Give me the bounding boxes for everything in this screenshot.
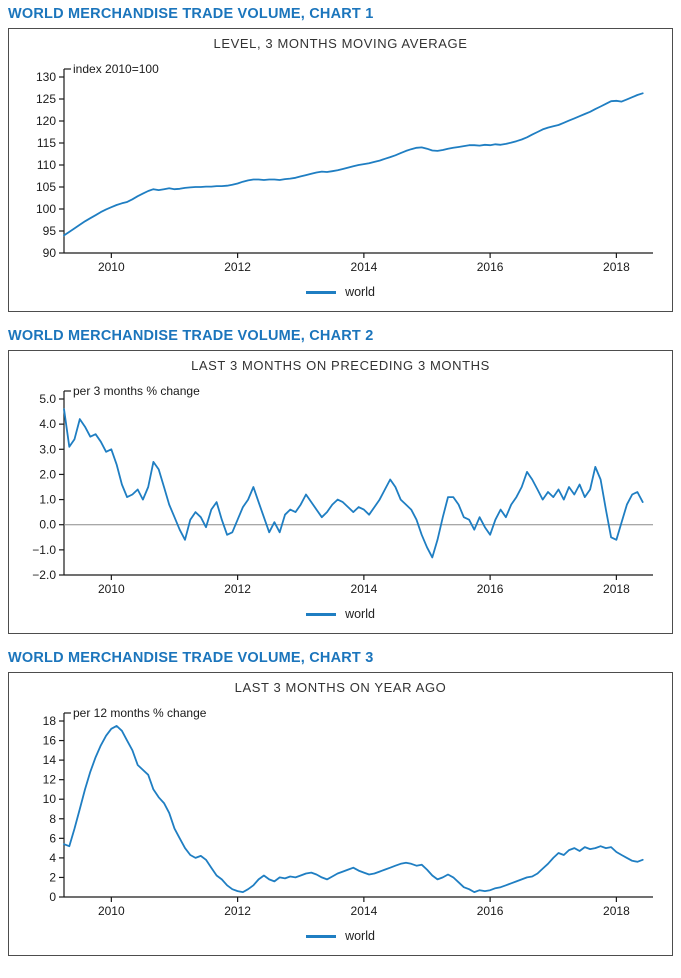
y-tick-label: 2 — [49, 870, 56, 884]
chart-2-box: LAST 3 MONTHS ON PRECEDING 3 MONTHS −2.0… — [8, 350, 673, 634]
chart-2-legend: world — [17, 601, 664, 627]
chart-3-box: LAST 3 MONTHS ON YEAR AGO 0 2 4 6 8 10 12 14 16 1… — [8, 672, 673, 956]
x-tick-label: 2014 — [351, 904, 378, 918]
y-tick-label: 4.0 — [39, 417, 56, 431]
y-tick-label: 18 — [43, 714, 57, 728]
legend-label: world — [345, 285, 375, 299]
chart-1-box: LEVEL, 3 MONTHS MOVING AVERAGE 90 95 100 10… — [8, 28, 673, 312]
y-tick-label: 2.0 — [39, 467, 56, 481]
x-tick-label: 2018 — [603, 582, 630, 596]
chart-2-title: LAST 3 MONTHS ON PRECEDING 3 MONTHS — [191, 358, 490, 373]
chart-2-heading: WORLD MERCHANDISE TRADE VOLUME, CHART 2 — [8, 328, 374, 344]
y-tick-label: 120 — [36, 114, 56, 128]
y-tick-label: 95 — [43, 224, 57, 238]
y-tick-label: 5.0 — [39, 392, 56, 406]
legend-line-swatch — [306, 612, 337, 616]
y-tick-label: 115 — [37, 136, 56, 150]
x-tick-label: 2016 — [477, 904, 504, 918]
y-tick-label: 16 — [43, 734, 57, 748]
y-tick-label: 8 — [49, 812, 56, 826]
x-tick-label: 2014 — [351, 260, 378, 274]
x-tick-label: 2018 — [603, 260, 630, 274]
chart-section-3: WORLD MERCHANDISE TRADE VOLUME, CHART 3 … — [8, 650, 673, 956]
legend-label: world — [345, 607, 375, 621]
series-line-world — [63, 724, 644, 894]
y-tick-label: −1.0 — [32, 543, 56, 557]
unit-label: per 12 months % change — [73, 706, 207, 720]
y-tick-label: 12 — [43, 773, 57, 787]
y-tick-label: −2.0 — [32, 568, 56, 582]
y-tick-label: 90 — [43, 246, 57, 260]
chart-1-title: LEVEL, 3 MONTHS MOVING AVERAGE — [213, 36, 468, 51]
chart-3-plot: 0 2 4 6 8 10 12 14 16 18 2010 2012 2014 2016 2018 per 1… — [43, 706, 653, 918]
y-tick-label: 0 — [49, 890, 56, 904]
legend-line-swatch — [306, 934, 337, 938]
x-tick-label: 2018 — [603, 904, 630, 918]
series-line-world — [63, 408, 644, 559]
x-tick-label: 2012 — [224, 582, 251, 596]
unit-label: index 2010=100 — [73, 62, 159, 76]
series-line-world — [63, 92, 644, 237]
y-tick-label: 6 — [49, 831, 56, 845]
x-tick-label: 2014 — [351, 582, 378, 596]
y-tick-label: 1.0 — [39, 493, 56, 507]
legend-line-swatch — [306, 290, 337, 294]
x-tick-label: 2010 — [98, 582, 125, 596]
y-tick-label: 125 — [36, 92, 56, 106]
unit-label: per 3 months % change — [73, 384, 200, 398]
x-tick-label: 2016 — [477, 582, 504, 596]
x-tick-label: 2010 — [98, 260, 125, 274]
x-tick-label: 2012 — [224, 904, 251, 918]
y-tick-label: 105 — [36, 180, 56, 194]
chart-1-plot: 90 95 100 105 110 115 120 125 130 2010 2012 2014 201… — [36, 62, 653, 274]
chart-section-2: WORLD MERCHANDISE TRADE VOLUME, CHART 2 … — [8, 328, 673, 634]
y-tick-label: 0.0 — [39, 518, 56, 532]
chart-3-heading: WORLD MERCHANDISE TRADE VOLUME, CHART 3 — [8, 650, 374, 666]
y-tick-label: 14 — [43, 753, 57, 767]
y-tick-label: 10 — [43, 792, 57, 806]
chart-2-plot: −2.0 −1.0 0.0 1.0 2.0 3.0 4.0 5.0 2010 2012 2014 20… — [32, 384, 653, 596]
legend-label: world — [345, 929, 375, 943]
x-tick-label: 2010 — [98, 904, 125, 918]
x-tick-label: 2016 — [477, 260, 504, 274]
y-tick-label: 4 — [49, 851, 56, 865]
chart-1-legend: world — [17, 279, 664, 305]
y-tick-label: 110 — [37, 158, 56, 172]
chart-1-heading: WORLD MERCHANDISE TRADE VOLUME, CHART 1 — [8, 6, 374, 22]
x-tick-label: 2012 — [224, 260, 251, 274]
y-tick-label: 130 — [36, 70, 56, 84]
chart-section-1: WORLD MERCHANDISE TRADE VOLUME, CHART 1 … — [8, 6, 673, 312]
chart-3-title: LAST 3 MONTHS ON YEAR AGO — [234, 680, 447, 695]
y-tick-label: 3.0 — [39, 442, 56, 456]
y-tick-label: 100 — [36, 202, 56, 216]
chart-3-legend: world — [17, 923, 664, 949]
